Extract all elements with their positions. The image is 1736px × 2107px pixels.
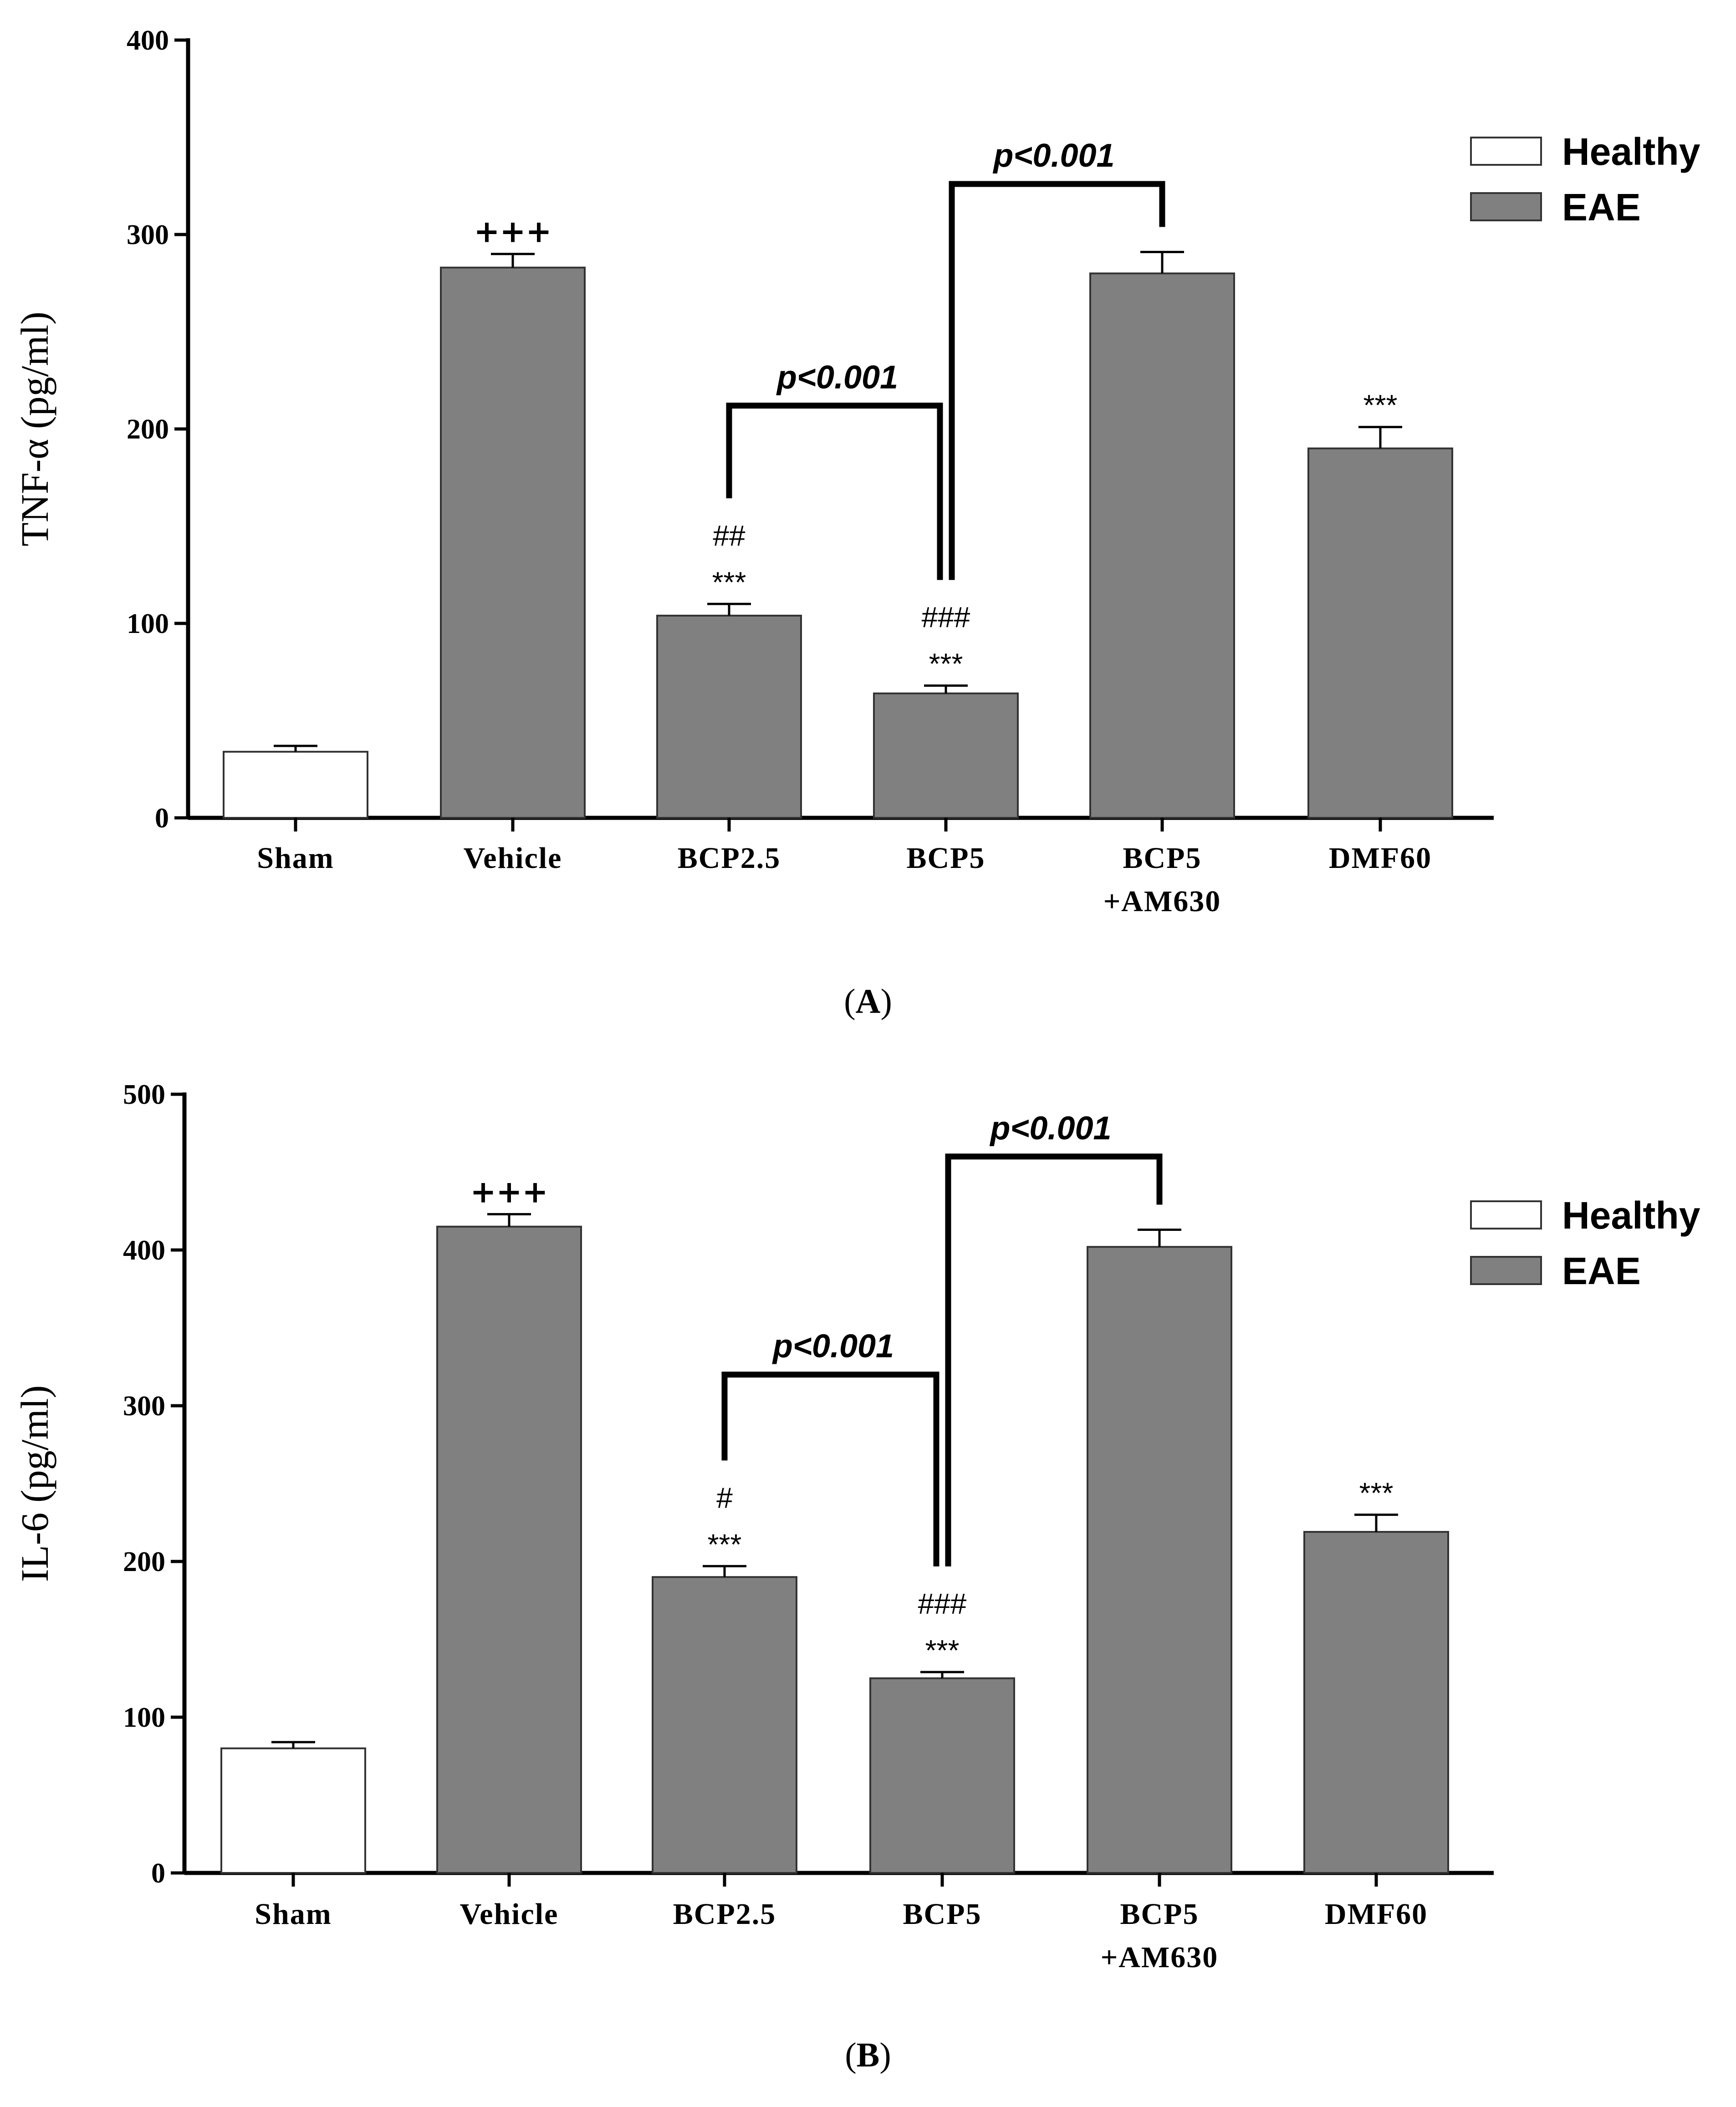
legend: Healthy EAE [1470, 1194, 1700, 1292]
x-tick-label: BCP5 [1123, 842, 1202, 875]
y-tick-label: 0 [151, 1858, 165, 1889]
significance-marker: +++ [470, 1174, 548, 1210]
bar-5 [1307, 447, 1453, 819]
x-tick-label: +AM630 [1101, 1941, 1219, 1974]
x-tick-label: Sham [257, 842, 334, 875]
bar-0 [220, 1747, 366, 1874]
significance-marker: *** [1359, 1476, 1394, 1509]
x-tick-label: Vehicle [464, 842, 562, 875]
bar-4 [1087, 1246, 1232, 1874]
panel-label: (A) [844, 982, 892, 1020]
y-tick-label: 100 [127, 608, 169, 639]
significance-marker: *** [708, 1528, 742, 1561]
bar-2 [652, 1576, 797, 1874]
significance-marker: ## [713, 519, 745, 552]
panel-label: (B) [845, 2036, 891, 2074]
comparison-bracket [721, 1372, 939, 1566]
x-tick-label: DMF60 [1329, 842, 1432, 875]
legend-label: Healthy [1562, 1194, 1700, 1237]
x-tick-label: DMF60 [1325, 1898, 1428, 1931]
chart-panel-a: 0 100 200 300 400 TNF-α (pg/ml) Sham Vehicle BCP… [13, 25, 1700, 1020]
x-tick-label: BCP2.5 [678, 842, 781, 875]
y-axis-title: TNF-α (pg/ml) [13, 311, 56, 546]
comparison-bracket [949, 181, 1165, 580]
x-tick-label: BCP2.5 [673, 1898, 776, 1931]
bar-0 [223, 750, 368, 819]
legend-label: EAE [1562, 186, 1641, 229]
legend-swatch [1470, 137, 1542, 166]
legend: Healthy EAE [1470, 130, 1700, 229]
significance-marker: *** [1363, 389, 1398, 422]
significance-marker: +++ [474, 214, 552, 250]
p-value-label: p<0.001 [772, 1328, 894, 1365]
significance-marker: *** [925, 1634, 960, 1667]
x-tick-label: +AM630 [1103, 885, 1221, 918]
chart-panel-b: 0 100 200 300 400 500 IL-6 (pg/ml) Sham Vehicle B… [13, 1079, 1700, 2074]
x-tick-label: Sham [255, 1898, 332, 1931]
bar-3 [873, 692, 1019, 819]
x-tick-label: BCP5 [907, 842, 985, 875]
y-tick-label: 100 [123, 1702, 165, 1733]
significance-marker: # [716, 1481, 733, 1514]
x-tick-label: Vehicle [460, 1898, 559, 1931]
bar-5 [1303, 1531, 1449, 1874]
y-axis-title: IL-6 (pg/ml) [13, 1385, 56, 1582]
y-tick-label: 400 [127, 25, 169, 56]
p-value-label: p<0.001 [989, 1110, 1111, 1147]
bar-3 [869, 1677, 1015, 1874]
y-tick-label: 0 [155, 803, 169, 834]
bar-4 [1089, 272, 1235, 819]
legend-label: EAE [1562, 1250, 1641, 1292]
x-tick-label: BCP5 [1120, 1898, 1199, 1931]
y-tick-label: 200 [127, 414, 169, 445]
y-tick-label: 400 [123, 1235, 165, 1266]
significance-marker: ### [922, 601, 970, 634]
y-tick-label: 300 [123, 1391, 165, 1422]
bar-1 [440, 266, 586, 819]
comparison-bracket [945, 1153, 1163, 1566]
p-value-label: p<0.001 [992, 138, 1114, 174]
bar-1 [436, 1225, 582, 1874]
comparison-bracket [726, 403, 943, 580]
significance-marker: *** [712, 566, 746, 598]
legend-swatch [1470, 1256, 1542, 1285]
y-tick-label: 300 [127, 219, 169, 250]
y-tick-label: 200 [123, 1546, 165, 1577]
y-tick-label: 500 [123, 1079, 165, 1110]
p-value-label: p<0.001 [776, 359, 898, 396]
x-tick-label: BCP5 [903, 1898, 982, 1931]
significance-marker: ### [918, 1587, 967, 1620]
legend-swatch [1470, 1200, 1542, 1230]
bar-2 [656, 614, 802, 819]
significance-marker: *** [929, 648, 963, 680]
legend-swatch [1470, 192, 1542, 221]
legend-label: Healthy [1562, 130, 1700, 173]
